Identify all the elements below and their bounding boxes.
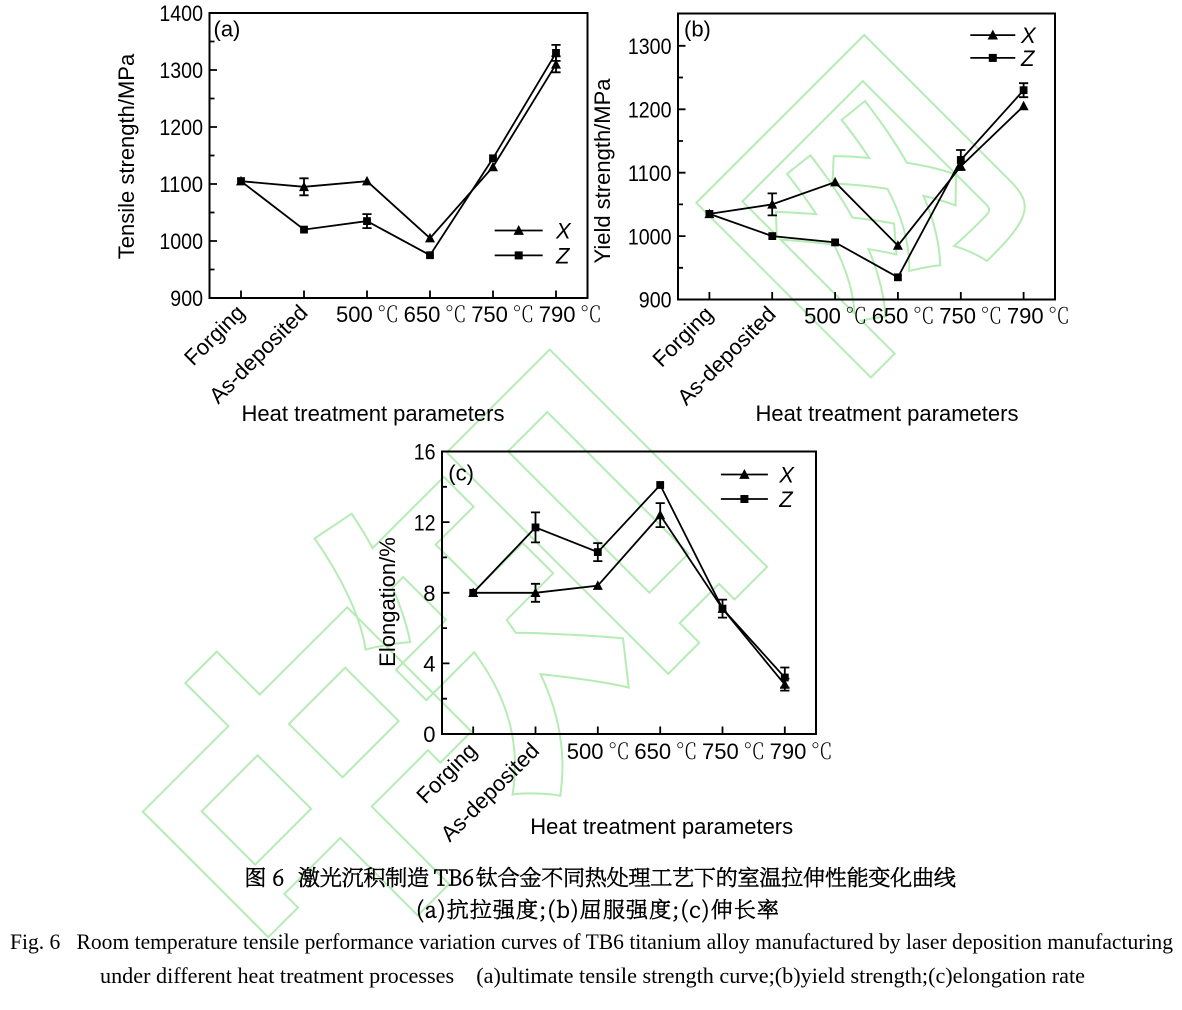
svg-text:(a): (a)	[214, 17, 241, 42]
svg-text:500: 500	[567, 739, 604, 764]
svg-text:750: 750	[471, 302, 508, 327]
svg-text:(c): (c)	[448, 461, 474, 486]
svg-text:1100: 1100	[628, 161, 672, 186]
svg-text:Z: Z	[778, 487, 794, 512]
svg-text:X: X	[555, 219, 572, 244]
svg-text:4: 4	[423, 652, 435, 677]
svg-text:X: X	[778, 463, 795, 488]
svg-text:Tensile strength/MPa: Tensile strength/MPa	[114, 53, 139, 259]
svg-text:Heat treatment parameters: Heat treatment parameters	[756, 401, 1019, 426]
svg-text:Heat treatment parameters: Heat treatment parameters	[530, 814, 793, 839]
svg-text:0: 0	[423, 722, 435, 747]
svg-text:Fig. 6 Room temperature tens: Fig. 6 Room temperature tensile performa…	[10, 929, 1173, 954]
svg-text:1000: 1000	[628, 224, 672, 249]
svg-text:12: 12	[414, 510, 436, 535]
svg-text:900: 900	[639, 288, 672, 313]
svg-text:Yield strength/MPa: Yield strength/MPa	[590, 78, 615, 264]
svg-text:1000: 1000	[159, 229, 203, 254]
svg-text:900: 900	[170, 286, 203, 311]
svg-text:750: 750	[702, 739, 739, 764]
svg-text:650: 650	[872, 304, 909, 329]
svg-text:750: 750	[939, 304, 976, 329]
svg-text:790: 790	[1007, 304, 1044, 329]
svg-text:650: 650	[634, 739, 671, 764]
svg-text:X: X	[1020, 23, 1037, 48]
svg-text:1400: 1400	[159, 1, 203, 26]
svg-text:Z: Z	[555, 243, 571, 268]
svg-text:1200: 1200	[628, 98, 672, 123]
svg-text:Heat treatment parameters: Heat treatment parameters	[242, 401, 505, 426]
svg-text:790: 790	[770, 739, 807, 764]
svg-text:1200: 1200	[159, 115, 203, 140]
svg-text:1100: 1100	[159, 172, 203, 197]
svg-text:790: 790	[539, 302, 576, 327]
svg-text:500: 500	[804, 304, 841, 329]
svg-text:Z: Z	[1020, 46, 1036, 71]
svg-text:16: 16	[414, 440, 436, 465]
svg-text:500: 500	[336, 302, 373, 327]
svg-text:650: 650	[404, 302, 441, 327]
svg-text:(b): (b)	[684, 17, 711, 42]
svg-text:1300: 1300	[628, 34, 672, 59]
svg-text:8: 8	[423, 581, 435, 606]
svg-text:under different heat treatment: under different heat treatment processes…	[100, 963, 1085, 988]
svg-text:Elongation/%: Elongation/%	[375, 537, 400, 667]
svg-text:1300: 1300	[159, 58, 203, 83]
